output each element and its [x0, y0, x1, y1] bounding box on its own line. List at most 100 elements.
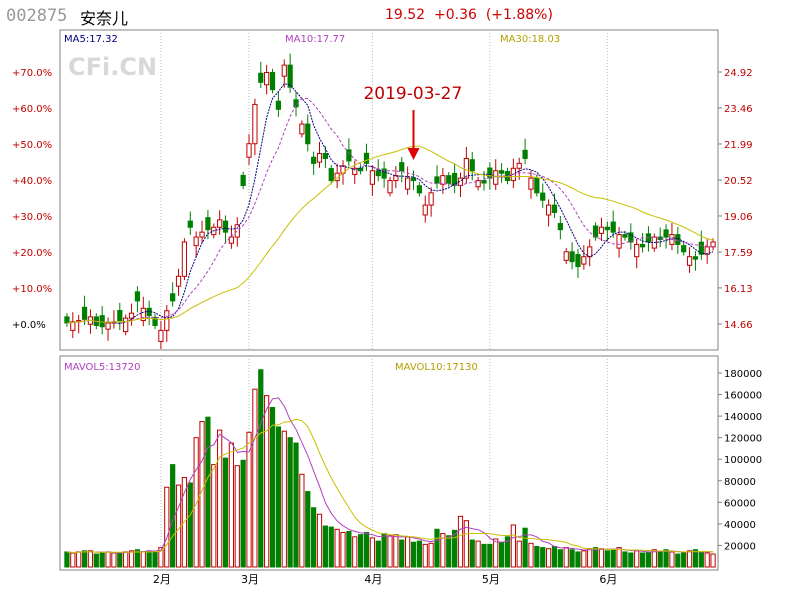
volume-bar — [334, 528, 340, 568]
candle-body — [434, 176, 440, 184]
volume-tick-label: 40000 — [724, 520, 756, 531]
pct-tick-label: +10.0% — [12, 284, 52, 295]
volume-bar — [575, 551, 581, 568]
candle-body — [692, 256, 699, 260]
volume-bar — [117, 552, 123, 568]
volume-bar — [240, 459, 246, 568]
volume-bar — [634, 550, 640, 568]
volume-bar — [375, 540, 381, 568]
volume-bar — [369, 537, 375, 568]
volume-bar — [504, 536, 511, 568]
volume-bar — [258, 369, 264, 568]
candle-body — [493, 170, 499, 185]
x-axis-label: 6月 — [599, 573, 617, 586]
price-change-pct: (+1.88%) — [485, 7, 553, 23]
volume-bar — [669, 551, 675, 568]
candle-body — [158, 329, 164, 342]
volume-bar — [193, 437, 199, 568]
volume-bar — [70, 552, 76, 568]
volume-bar — [287, 437, 293, 568]
candle-body — [281, 64, 287, 77]
candle-body — [399, 162, 405, 172]
candle-body — [246, 143, 252, 158]
ma10-label: MA10:17.77 — [285, 34, 345, 45]
volume-bar — [704, 552, 710, 568]
volume-bar — [451, 529, 458, 568]
volume-bar — [657, 551, 663, 568]
volume-bar — [111, 552, 117, 568]
volume-bar — [358, 534, 364, 568]
volume-bar — [217, 429, 223, 568]
candle-body — [516, 162, 522, 169]
price-change: +0.36 — [434, 7, 477, 23]
volume-bar — [363, 532, 370, 568]
candle-body — [358, 167, 364, 172]
volume-bar — [686, 550, 693, 568]
volume-bar — [675, 553, 681, 568]
volume-bar — [305, 491, 311, 568]
candle-body — [105, 322, 111, 330]
volume-bar — [316, 513, 323, 568]
candle-body — [393, 175, 399, 182]
volume-bar — [81, 550, 88, 568]
x-axis-label: 3月 — [241, 573, 259, 586]
candle-body — [181, 241, 188, 277]
candle-body — [275, 100, 282, 110]
volume-bar — [416, 540, 422, 568]
volume-bar — [457, 515, 464, 568]
volume-bar — [581, 550, 587, 568]
volume-bar — [645, 551, 652, 568]
candle-body — [328, 168, 334, 182]
volume-bar — [234, 465, 240, 568]
mavol10-label: MAVOL10:17130 — [395, 362, 478, 373]
volume-bar — [663, 549, 669, 568]
candle-body — [639, 243, 646, 248]
candle-body — [234, 224, 240, 238]
candle-body — [522, 149, 528, 159]
candle-body — [269, 71, 276, 91]
volume-bar — [410, 541, 417, 568]
candle-body — [70, 321, 76, 331]
candle-body — [187, 220, 193, 228]
candle-body — [381, 168, 387, 179]
x-axis-label: 5月 — [482, 573, 500, 586]
candle-body — [352, 167, 358, 175]
volume-bar — [510, 524, 516, 568]
ma10-line — [66, 98, 714, 324]
candle-body — [563, 251, 569, 261]
volume-bar — [99, 552, 105, 568]
quote-line: 19.52 +0.36 (+1.88%) — [385, 7, 553, 23]
candle-body — [117, 309, 123, 322]
candle-body — [140, 307, 146, 322]
candle-body — [428, 192, 434, 206]
volume-bar — [246, 431, 252, 568]
candle-body — [551, 204, 558, 213]
candle-body — [498, 170, 505, 174]
candle-body — [264, 71, 270, 86]
volume-bar — [158, 547, 164, 568]
candle-body — [410, 177, 417, 182]
candle-body — [681, 245, 687, 253]
volume-bar — [692, 549, 699, 568]
candle-body — [123, 317, 129, 333]
candle-body — [416, 185, 422, 194]
candle-body — [199, 231, 205, 238]
volume-bar — [587, 548, 593, 568]
candle-body — [604, 226, 610, 231]
volume-bar — [346, 530, 352, 568]
volume-bar — [281, 430, 287, 568]
volume-tick-label: 80000 — [724, 477, 756, 488]
volume-bar — [352, 536, 358, 568]
candle-body — [440, 175, 446, 185]
volume-bar — [545, 548, 552, 568]
ma5-line — [66, 83, 714, 325]
candle-body — [698, 241, 704, 255]
volume-bar — [299, 473, 305, 568]
volume-bar — [311, 507, 317, 568]
price-tick-label: 23.46 — [724, 104, 753, 115]
candle-body — [710, 241, 716, 248]
ma30-line — [66, 145, 714, 324]
volume-bar — [64, 551, 70, 568]
candle-body — [217, 219, 223, 228]
